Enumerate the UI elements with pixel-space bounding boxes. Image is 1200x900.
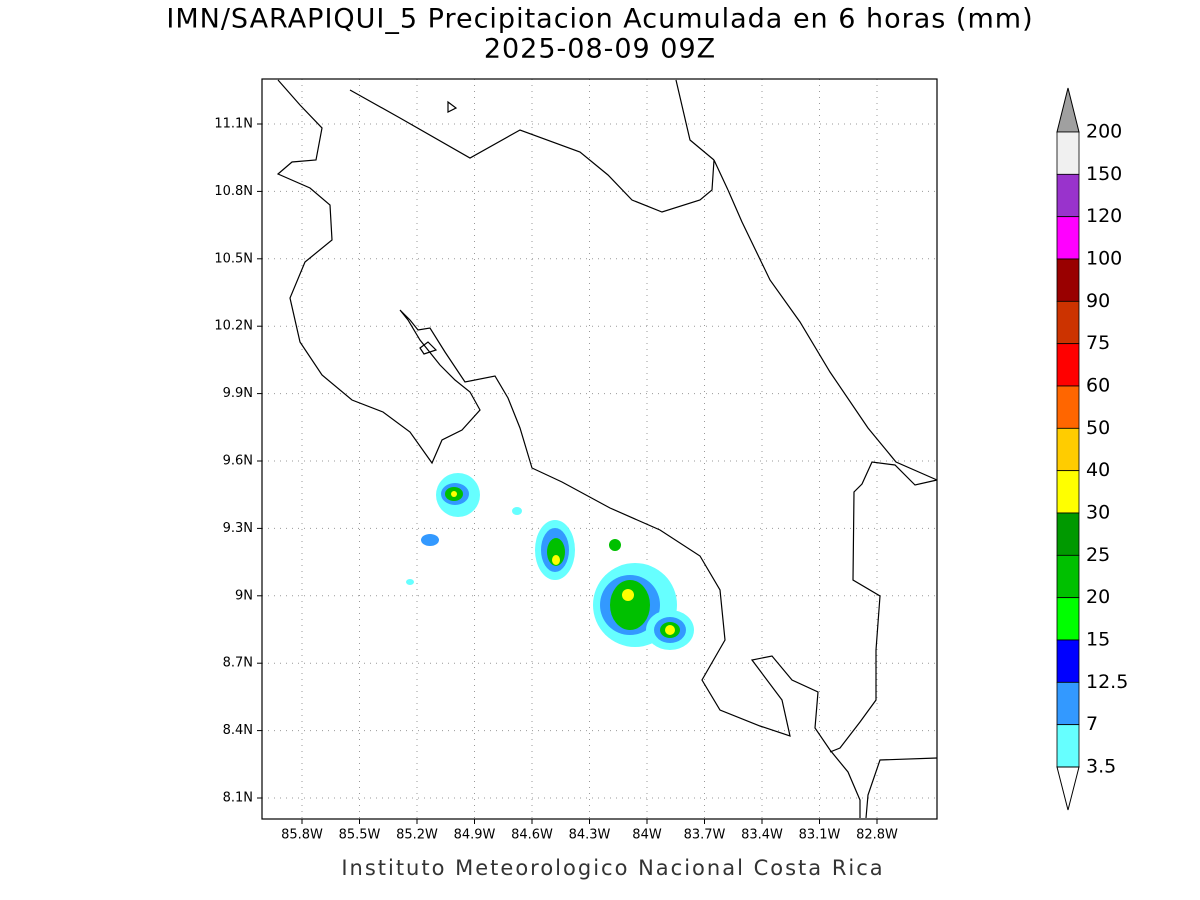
- lat-label: 10.5N: [214, 251, 253, 266]
- lat-label: 11.1N: [214, 117, 253, 132]
- colorbar-label: 7: [1086, 713, 1098, 735]
- colorbar: 200 150 120 100 90 75 60 50 40 30 25 20 15 12.5 7 3.5: [1056, 87, 1128, 811]
- colorbar-label: 15: [1086, 629, 1110, 651]
- lon-label: 82.8W: [856, 828, 898, 843]
- colorbar-label: 90: [1086, 290, 1110, 312]
- lat-label: 8.1N: [223, 791, 253, 806]
- colorbar-box: [1056, 512, 1080, 556]
- footer: Instituto Meteorologico Nacional Costa R…: [341, 856, 884, 880]
- lat-label: 9.6N: [223, 454, 253, 469]
- colorbar-box: [1056, 639, 1080, 683]
- colorbar-bottom: [1056, 766, 1080, 811]
- colorbar-label: 120: [1086, 205, 1122, 227]
- coastline: [276, 79, 938, 819]
- colorbar-label: 20: [1086, 586, 1110, 608]
- lat-label: 10.2N: [214, 319, 253, 334]
- lat-label: 10.8N: [214, 184, 253, 199]
- lon-label: 84.3W: [569, 828, 611, 843]
- lat-label: 9N: [235, 588, 253, 603]
- lon-label: 85.8W: [281, 828, 323, 843]
- colorbar-box: [1056, 258, 1080, 302]
- lon-label: 83.4W: [741, 828, 783, 843]
- grid: 11.1N 10.8N 10.5N 10.2N 9.9N 9.6N 9.3N 9N 8.7N 8.…: [214, 79, 937, 843]
- colorbar-label: 3.5: [1086, 756, 1116, 778]
- colorbar-box: [1056, 300, 1080, 345]
- colorbar-box: [1056, 216, 1080, 260]
- colorbar-box: [1056, 343, 1080, 387]
- colorbar-label: 50: [1086, 417, 1110, 439]
- lon-label: 84.9W: [454, 828, 496, 843]
- title: IMN/SARAPIQUI_5 Precipitacion Acumulada …: [166, 4, 1033, 35]
- lon-label: 84W: [632, 828, 662, 843]
- map-frame: [261, 78, 938, 820]
- precipitation: [406, 473, 694, 650]
- lat-label: 9.9N: [223, 386, 253, 401]
- colorbar-label: 150: [1086, 163, 1122, 185]
- colorbar-box: [1056, 681, 1080, 726]
- colorbar-label: 30: [1086, 502, 1110, 524]
- colorbar-box: [1056, 173, 1080, 218]
- lon-label: 83.1W: [799, 828, 841, 843]
- colorbar-box: [1056, 554, 1080, 599]
- lat-label: 9.3N: [223, 521, 253, 536]
- colorbar-box: [1056, 470, 1080, 514]
- colorbar-box: [1056, 427, 1080, 472]
- colorbar-label: 100: [1086, 248, 1122, 270]
- colorbar-label: 75: [1086, 332, 1110, 354]
- lon-label: 85.2W: [396, 828, 438, 843]
- colorbar-label: 12.5: [1086, 671, 1128, 693]
- colorbar-label: 40: [1086, 459, 1110, 481]
- colorbar-box: [1056, 724, 1080, 768]
- lon-label: 84.6W: [511, 828, 553, 843]
- colorbar-top: [1056, 87, 1080, 133]
- colorbar-label: 25: [1086, 544, 1110, 566]
- colorbar-box: [1056, 131, 1080, 175]
- lon-label: 83.7W: [684, 828, 726, 843]
- colorbar-box: [1056, 597, 1080, 641]
- colorbar-label: 200: [1086, 121, 1122, 143]
- lat-label: 8.7N: [223, 656, 253, 671]
- colorbar-label: 60: [1086, 375, 1110, 397]
- lon-label: 85.5W: [339, 828, 381, 843]
- subtitle: 2025-08-09 09Z: [484, 34, 716, 65]
- lat-label: 8.4N: [223, 723, 253, 738]
- colorbar-box: [1056, 385, 1080, 429]
